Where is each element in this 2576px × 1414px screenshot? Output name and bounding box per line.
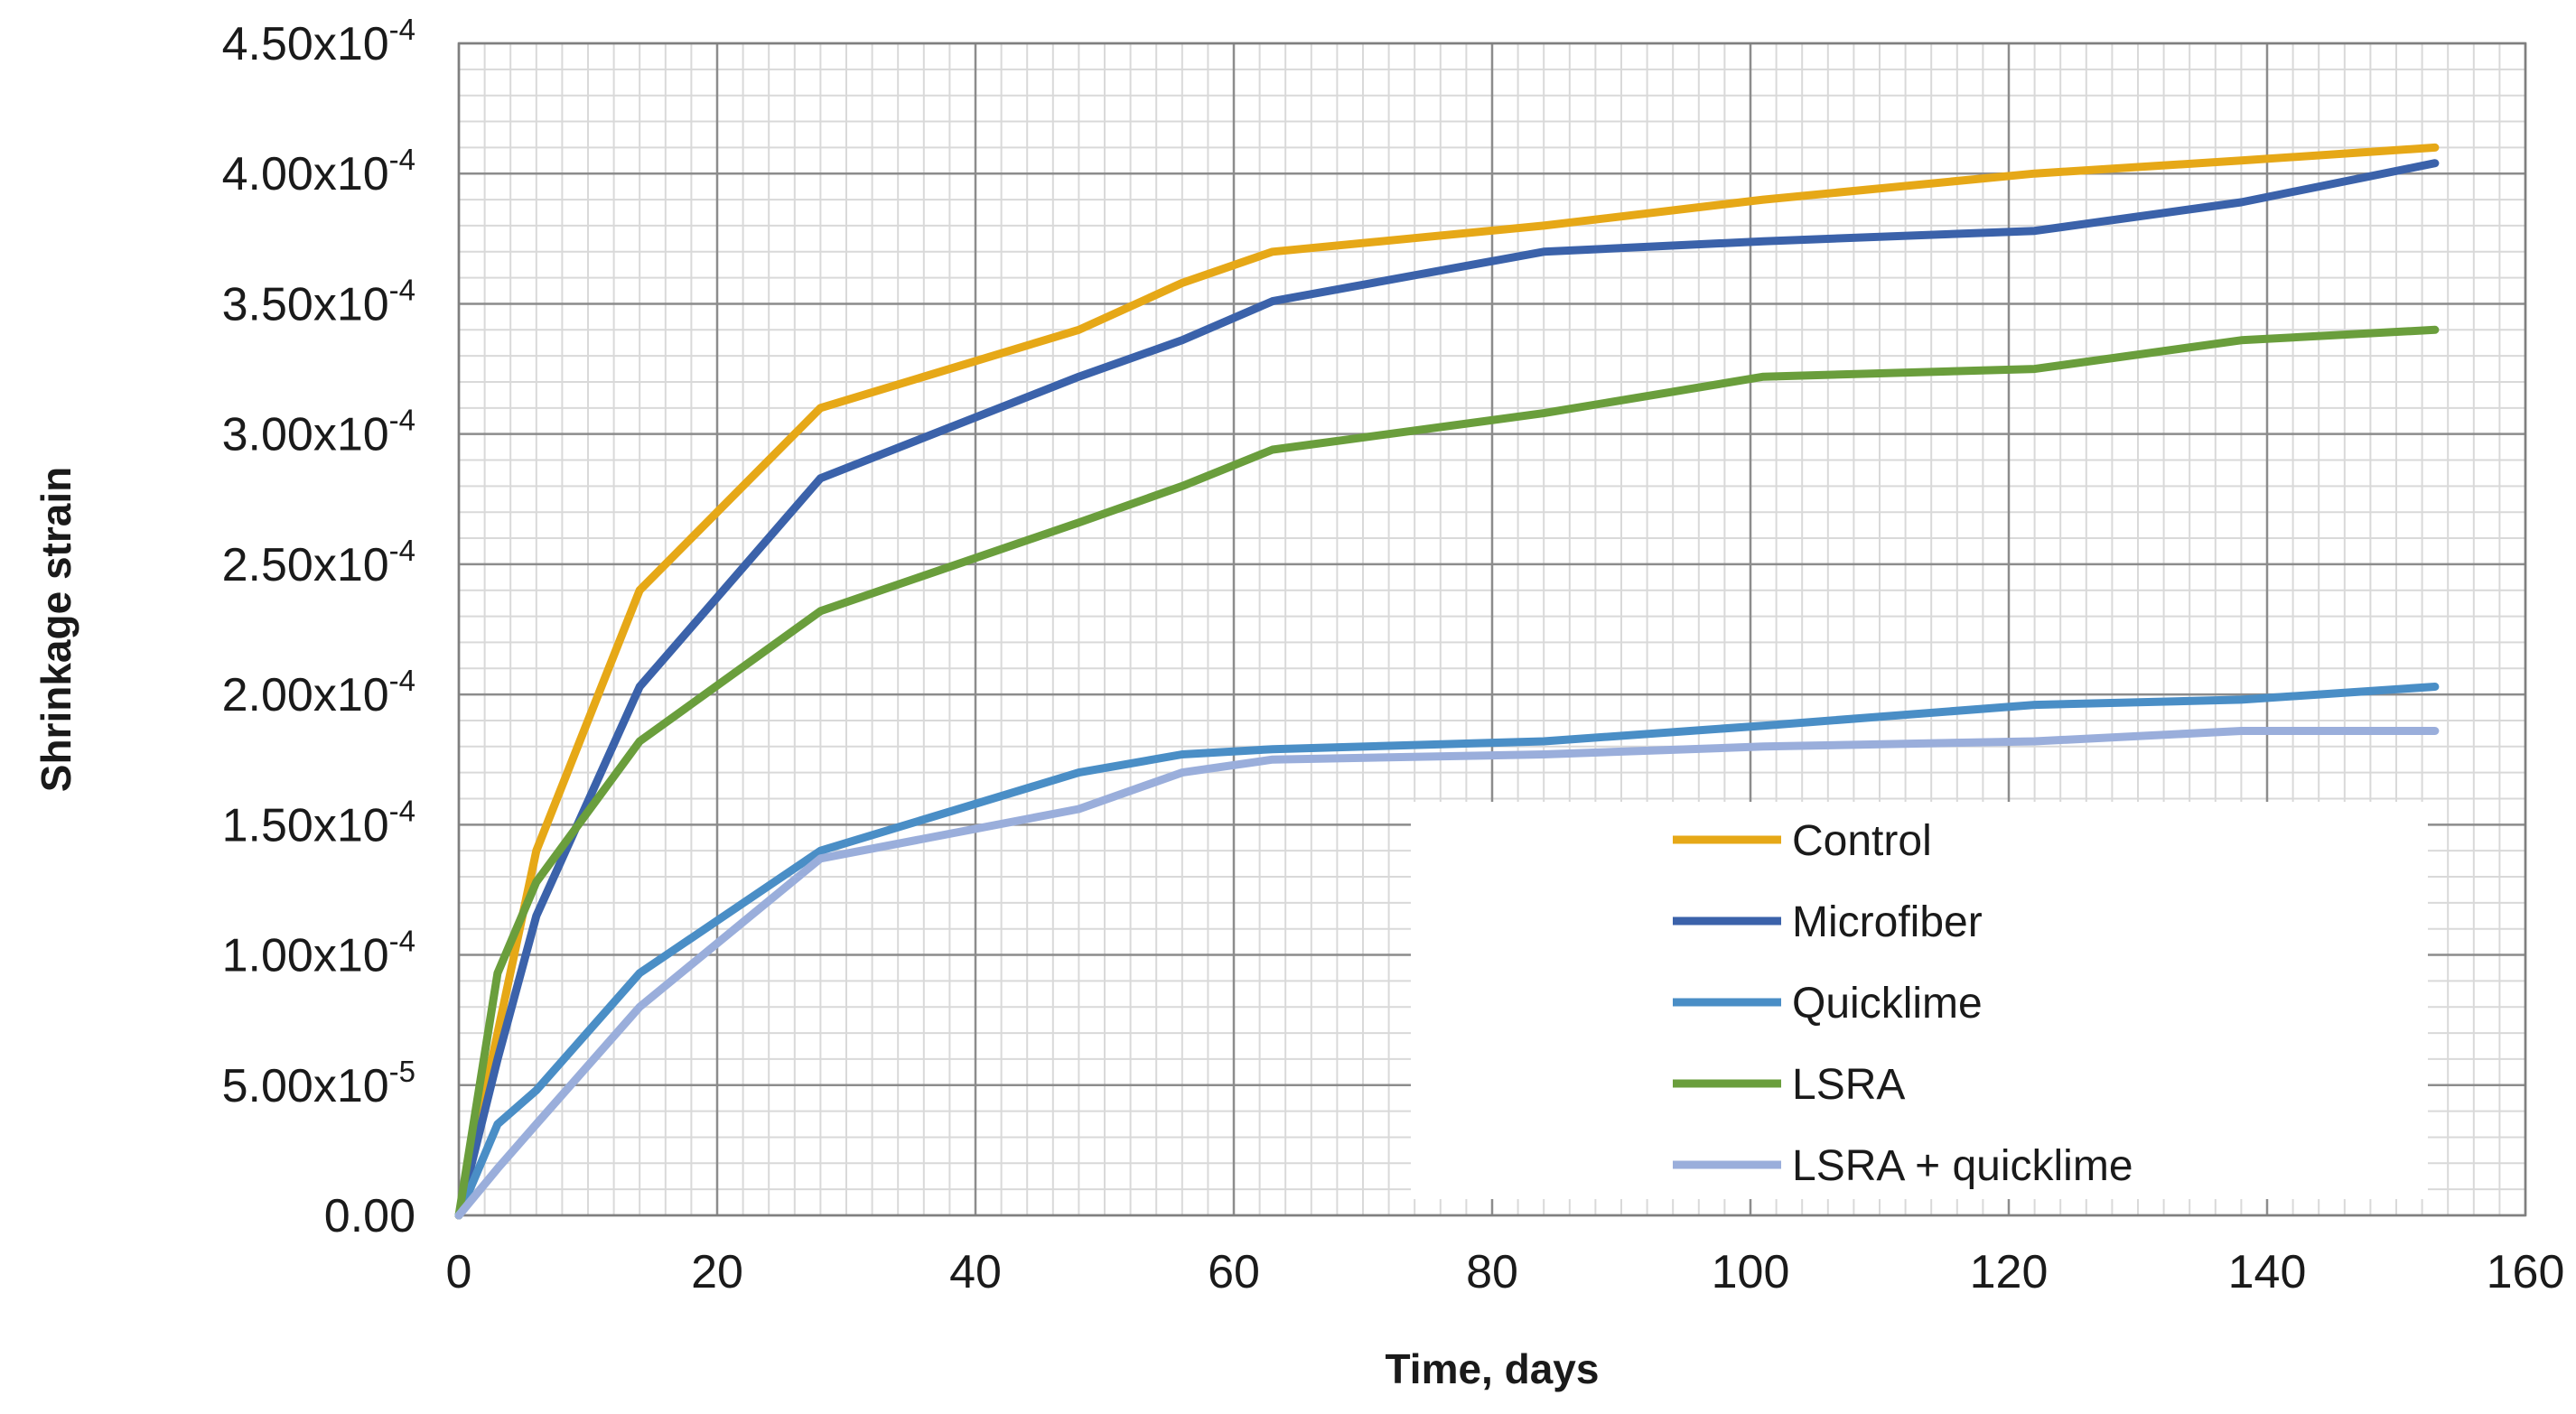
series-line-lsra-quicklime <box>454 727 2440 1220</box>
y-axis-title: Shrinkage strain <box>33 467 79 792</box>
legend-box <box>1411 802 2428 1199</box>
y-tick-mantissa: 5.00x10 <box>222 1060 389 1112</box>
legend-label: Control <box>1792 817 1932 865</box>
y-tick-label: 1.00x10-4 <box>222 925 415 982</box>
y-tick-mantissa: 3.50x10 <box>222 278 389 330</box>
series-line-quicklime <box>454 683 2440 1220</box>
y-tick-exponent: -4 <box>389 13 415 46</box>
y-tick-mantissa: 4.00x10 <box>222 148 389 200</box>
y-tick-mantissa: 2.00x10 <box>222 669 389 721</box>
plot-border <box>457 42 2527 1217</box>
x-axis: 0 20 40 60 80 100 120 140 160 <box>446 1246 2565 1298</box>
x-tick-label: 0 <box>446 1246 472 1298</box>
y-tick-label: 2.50x10-4 <box>222 534 415 591</box>
y-tick-exponent: -4 <box>389 404 415 437</box>
y-tick-exponent: -4 <box>389 925 415 958</box>
y-tick-exponent: -4 <box>389 534 415 567</box>
y-tick-label: 4.50x10-4 <box>222 13 415 70</box>
x-tick-label: 120 <box>1970 1246 2049 1298</box>
y-tick-mantissa: 1.00x10 <box>222 930 389 982</box>
x-tick-label: 20 <box>691 1246 743 1298</box>
legend-label: Microfiber <box>1792 898 1983 946</box>
y-tick-label: 1.50x10-4 <box>222 794 415 851</box>
y-tick-label: 4.00x10-4 <box>222 143 415 200</box>
legend: Control Microfiber Quicklime LSRA LSRA + qui… <box>1411 802 2428 1199</box>
legend-label: Quicklime <box>1792 980 1983 1028</box>
y-tick-label: 0.00 <box>324 1190 415 1242</box>
y-tick-exponent: -4 <box>389 143 415 176</box>
y-tick-label: 5.00x10-5 <box>222 1055 415 1112</box>
y-tick-label: 2.00x10-4 <box>222 664 415 721</box>
x-tick-label: 160 <box>2487 1246 2565 1298</box>
legend-label: LSRA <box>1792 1061 1905 1109</box>
legend-item: LSRA + quicklime <box>1673 1142 2133 1190</box>
plot-area <box>457 42 2527 1217</box>
legend-item: Quicklime <box>1673 980 1983 1028</box>
x-tick-label: 140 <box>2228 1246 2307 1298</box>
series-layer <box>454 143 2440 1220</box>
y-tick-mantissa: 3.00x10 <box>222 409 389 461</box>
x-axis-title: Time, days <box>1386 1345 1600 1392</box>
x-tick-label: 40 <box>949 1246 1002 1298</box>
y-axis: 0.005.00x10-51.00x10-41.50x10-42.00x10-4… <box>222 13 415 1242</box>
legend-item: Microfiber <box>1673 898 1983 946</box>
legend-item: LSRA <box>1673 1061 1905 1109</box>
y-tick-exponent: -5 <box>389 1055 415 1088</box>
series-line-control <box>454 143 2440 1220</box>
y-tick-mantissa: 4.50x10 <box>222 18 389 70</box>
x-tick-label: 80 <box>1466 1246 1518 1298</box>
series-line-lsra <box>454 325 2440 1220</box>
x-tick-label: 60 <box>1208 1246 1260 1298</box>
legend-label: LSRA + quicklime <box>1792 1142 2133 1190</box>
legend-item: Control <box>1673 817 1932 865</box>
y-tick-exponent: -4 <box>389 794 415 827</box>
y-tick-label: 3.50x10-4 <box>222 273 415 330</box>
y-tick-label: 3.00x10-4 <box>222 404 415 461</box>
x-tick-label: 100 <box>1712 1246 1790 1298</box>
y-tick-mantissa: 2.50x10 <box>222 539 389 591</box>
y-tick-exponent: -4 <box>389 664 415 697</box>
y-tick-mantissa: 1.50x10 <box>222 799 389 851</box>
y-tick-exponent: -4 <box>389 273 415 306</box>
y-tick-mantissa: 0.00 <box>324 1190 415 1242</box>
series-line-microfiber <box>454 159 2440 1220</box>
